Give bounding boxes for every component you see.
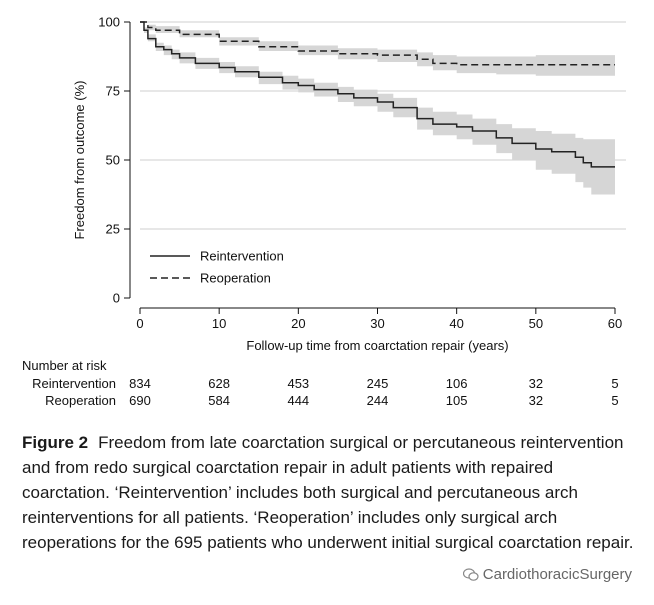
wechat-icon bbox=[462, 567, 479, 581]
risk-cell: 5 bbox=[611, 393, 619, 408]
risk-cell: 32 bbox=[528, 376, 544, 391]
x-tick-label: 0 bbox=[136, 316, 143, 331]
x-tick-label: 10 bbox=[212, 316, 226, 331]
y-tick-label: 100 bbox=[98, 15, 120, 30]
risk-cell: 453 bbox=[287, 376, 310, 391]
risk-table-title: Number at risk bbox=[22, 358, 107, 373]
risk-cell: 106 bbox=[445, 376, 468, 391]
risk-cell: 244 bbox=[366, 393, 389, 408]
figure-caption: Figure 2 Freedom from late coarctation su… bbox=[22, 430, 642, 555]
risk-cell: 834 bbox=[129, 376, 151, 391]
y-axis-label: Freedom from outcome (%) bbox=[72, 81, 87, 240]
legend: Reintervention Reoperation bbox=[150, 249, 284, 286]
y-tick-label: 0 bbox=[113, 291, 120, 306]
watermark: CardiothoracicSurgery bbox=[462, 566, 632, 583]
risk-cell: 245 bbox=[366, 376, 389, 391]
legend-label-reoperation: Reoperation bbox=[200, 271, 271, 286]
ci-band-reintervention bbox=[140, 22, 615, 195]
risk-row-label: Reintervention bbox=[32, 376, 116, 391]
watermark-text: CardiothoracicSurgery bbox=[482, 566, 632, 583]
x-tick-label: 30 bbox=[370, 316, 384, 331]
axes: 0 25 50 75 100 0 10 20 30 40 50 60 bbox=[98, 15, 622, 332]
risk-cell: 628 bbox=[208, 376, 231, 391]
caption-text: Freedom from late coarctation surgical o… bbox=[22, 433, 634, 552]
series-line-reintervention bbox=[140, 21, 615, 168]
risk-cell: 5 bbox=[611, 376, 619, 391]
confidence-bands bbox=[140, 22, 615, 195]
x-tick-label: 20 bbox=[291, 316, 305, 331]
series-line-reoperation bbox=[140, 21, 615, 66]
series-lines bbox=[140, 21, 615, 168]
y-tick-label: 25 bbox=[106, 222, 120, 237]
ci-band-reoperation bbox=[140, 22, 615, 76]
x-tick-label: 40 bbox=[449, 316, 463, 331]
risk-row-label: Reoperation bbox=[45, 393, 116, 408]
risk-cell: 584 bbox=[208, 393, 231, 408]
figure-label: Figure 2 bbox=[22, 433, 89, 452]
legend-label-reintervention: Reintervention bbox=[200, 249, 284, 264]
x-tick-label: 50 bbox=[529, 316, 543, 331]
risk-cell: 105 bbox=[445, 393, 468, 408]
x-axis-label: Follow-up time from coarctation repair (… bbox=[246, 338, 508, 353]
risk-cell: 32 bbox=[528, 393, 544, 408]
number-at-risk-table: Number at risk Reintervention 834 628 453 24… bbox=[0, 358, 654, 414]
risk-cell: 690 bbox=[129, 393, 151, 408]
y-tick-label: 75 bbox=[106, 84, 120, 99]
x-tick-label: 60 bbox=[608, 316, 622, 331]
y-tick-label: 50 bbox=[106, 153, 120, 168]
risk-cell: 444 bbox=[287, 393, 310, 408]
